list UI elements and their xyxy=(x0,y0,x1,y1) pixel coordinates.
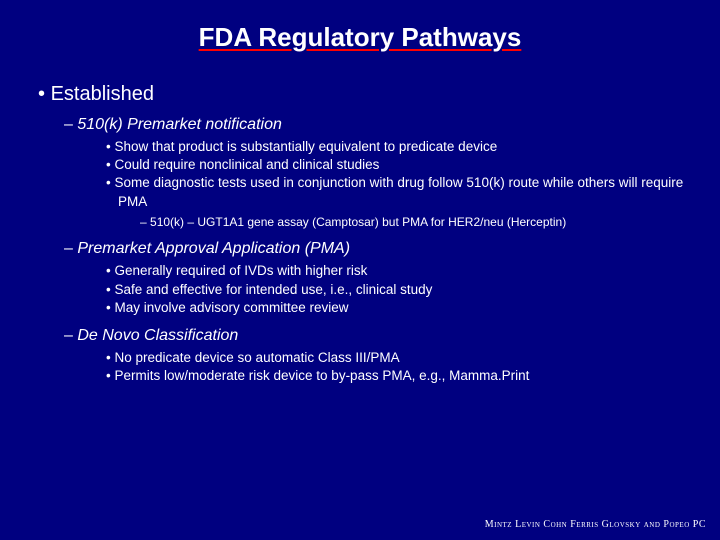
bullet-lvl2: Premarket Approval Application (PMA) xyxy=(64,240,690,258)
bullet-lvl3: Some diagnostic tests used in conjunctio… xyxy=(106,174,690,210)
slide-title: FDA Regulatory Pathways xyxy=(30,22,690,53)
bullet-lvl1: Established xyxy=(38,83,690,106)
slide-container: FDA Regulatory Pathways Established 510(… xyxy=(0,0,720,540)
bullet-lvl3: May involve advisory committee review xyxy=(106,299,690,317)
bullet-lvl3: Generally required of IVDs with higher r… xyxy=(106,262,690,280)
bullet-lvl3: Show that product is substantially equiv… xyxy=(106,138,690,156)
bullet-lvl2: De Novo Classification xyxy=(64,327,690,345)
bullet-lvl3: Safe and effective for intended use, i.e… xyxy=(106,281,690,299)
bullet-lvl2: 510(k) Premarket notification xyxy=(64,116,690,134)
bullet-lvl3: No predicate device so automatic Class I… xyxy=(106,349,690,367)
footer-credit: Mintz Levin Cohn Ferris Glovsky and Pope… xyxy=(485,519,706,530)
bullet-lvl3: Permits low/moderate risk device to by-p… xyxy=(106,367,690,385)
bullet-lvl4: 510(k) – UGT1A1 gene assay (Camptosar) b… xyxy=(140,215,690,231)
bullet-lvl3: Could require nonclinical and clinical s… xyxy=(106,156,690,174)
